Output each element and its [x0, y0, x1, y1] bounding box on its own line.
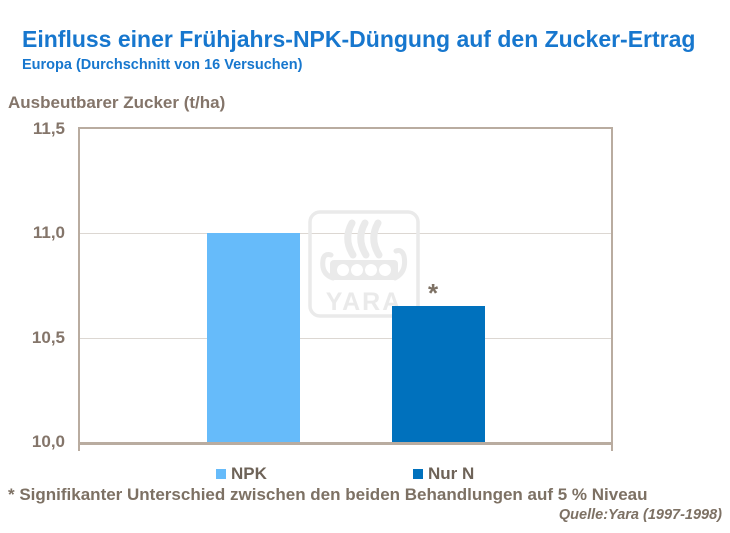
significance-footnote: * Signifikanter Unterschied zwischen den… [8, 485, 648, 504]
legend-swatch-npk [216, 469, 226, 479]
source-citation: Quelle:Yara (1997-1998) [558, 507, 722, 523]
bar-npk[interactable] [207, 233, 300, 442]
chart-subtitle: Europa (Durchschnitt von 16 Versuchen) [22, 57, 303, 73]
legend-item-nur-n[interactable]: Nur N [413, 464, 475, 483]
watermark-text: YARA [326, 288, 403, 316]
gridline [80, 337, 611, 339]
legend-label-nur-n: Nur N [428, 464, 475, 483]
x-axis-tick-left [78, 445, 80, 451]
y-tick-label: 11,0 [32, 223, 65, 243]
y-tick-label: 10,5 [31, 327, 65, 347]
plot-area: YARA * [78, 127, 613, 451]
watermark-frame [308, 210, 420, 318]
x-axis-tick-right [611, 445, 613, 451]
viking-ship-hull-icon [320, 248, 408, 281]
y-tick-label: 10,0 [31, 432, 65, 451]
y-axis-title: Ausbeutbarer Zucker (t/ha) [8, 93, 226, 112]
y-tick-label: 11,5 [32, 119, 65, 138]
yara-logo-watermark: YARA [308, 210, 420, 318]
viking-ship-sails-icon [344, 219, 383, 259]
bar-nur-n[interactable] [392, 306, 485, 442]
chart-title: Einfluss einer Frühjahrs-NPK-Düngung auf… [22, 26, 696, 52]
legend-label-npk: NPK [231, 464, 267, 483]
significance-asterisk: * [427, 278, 439, 308]
legend-item-npk[interactable]: NPK [216, 464, 267, 483]
legend-swatch-nur-n [413, 469, 423, 479]
